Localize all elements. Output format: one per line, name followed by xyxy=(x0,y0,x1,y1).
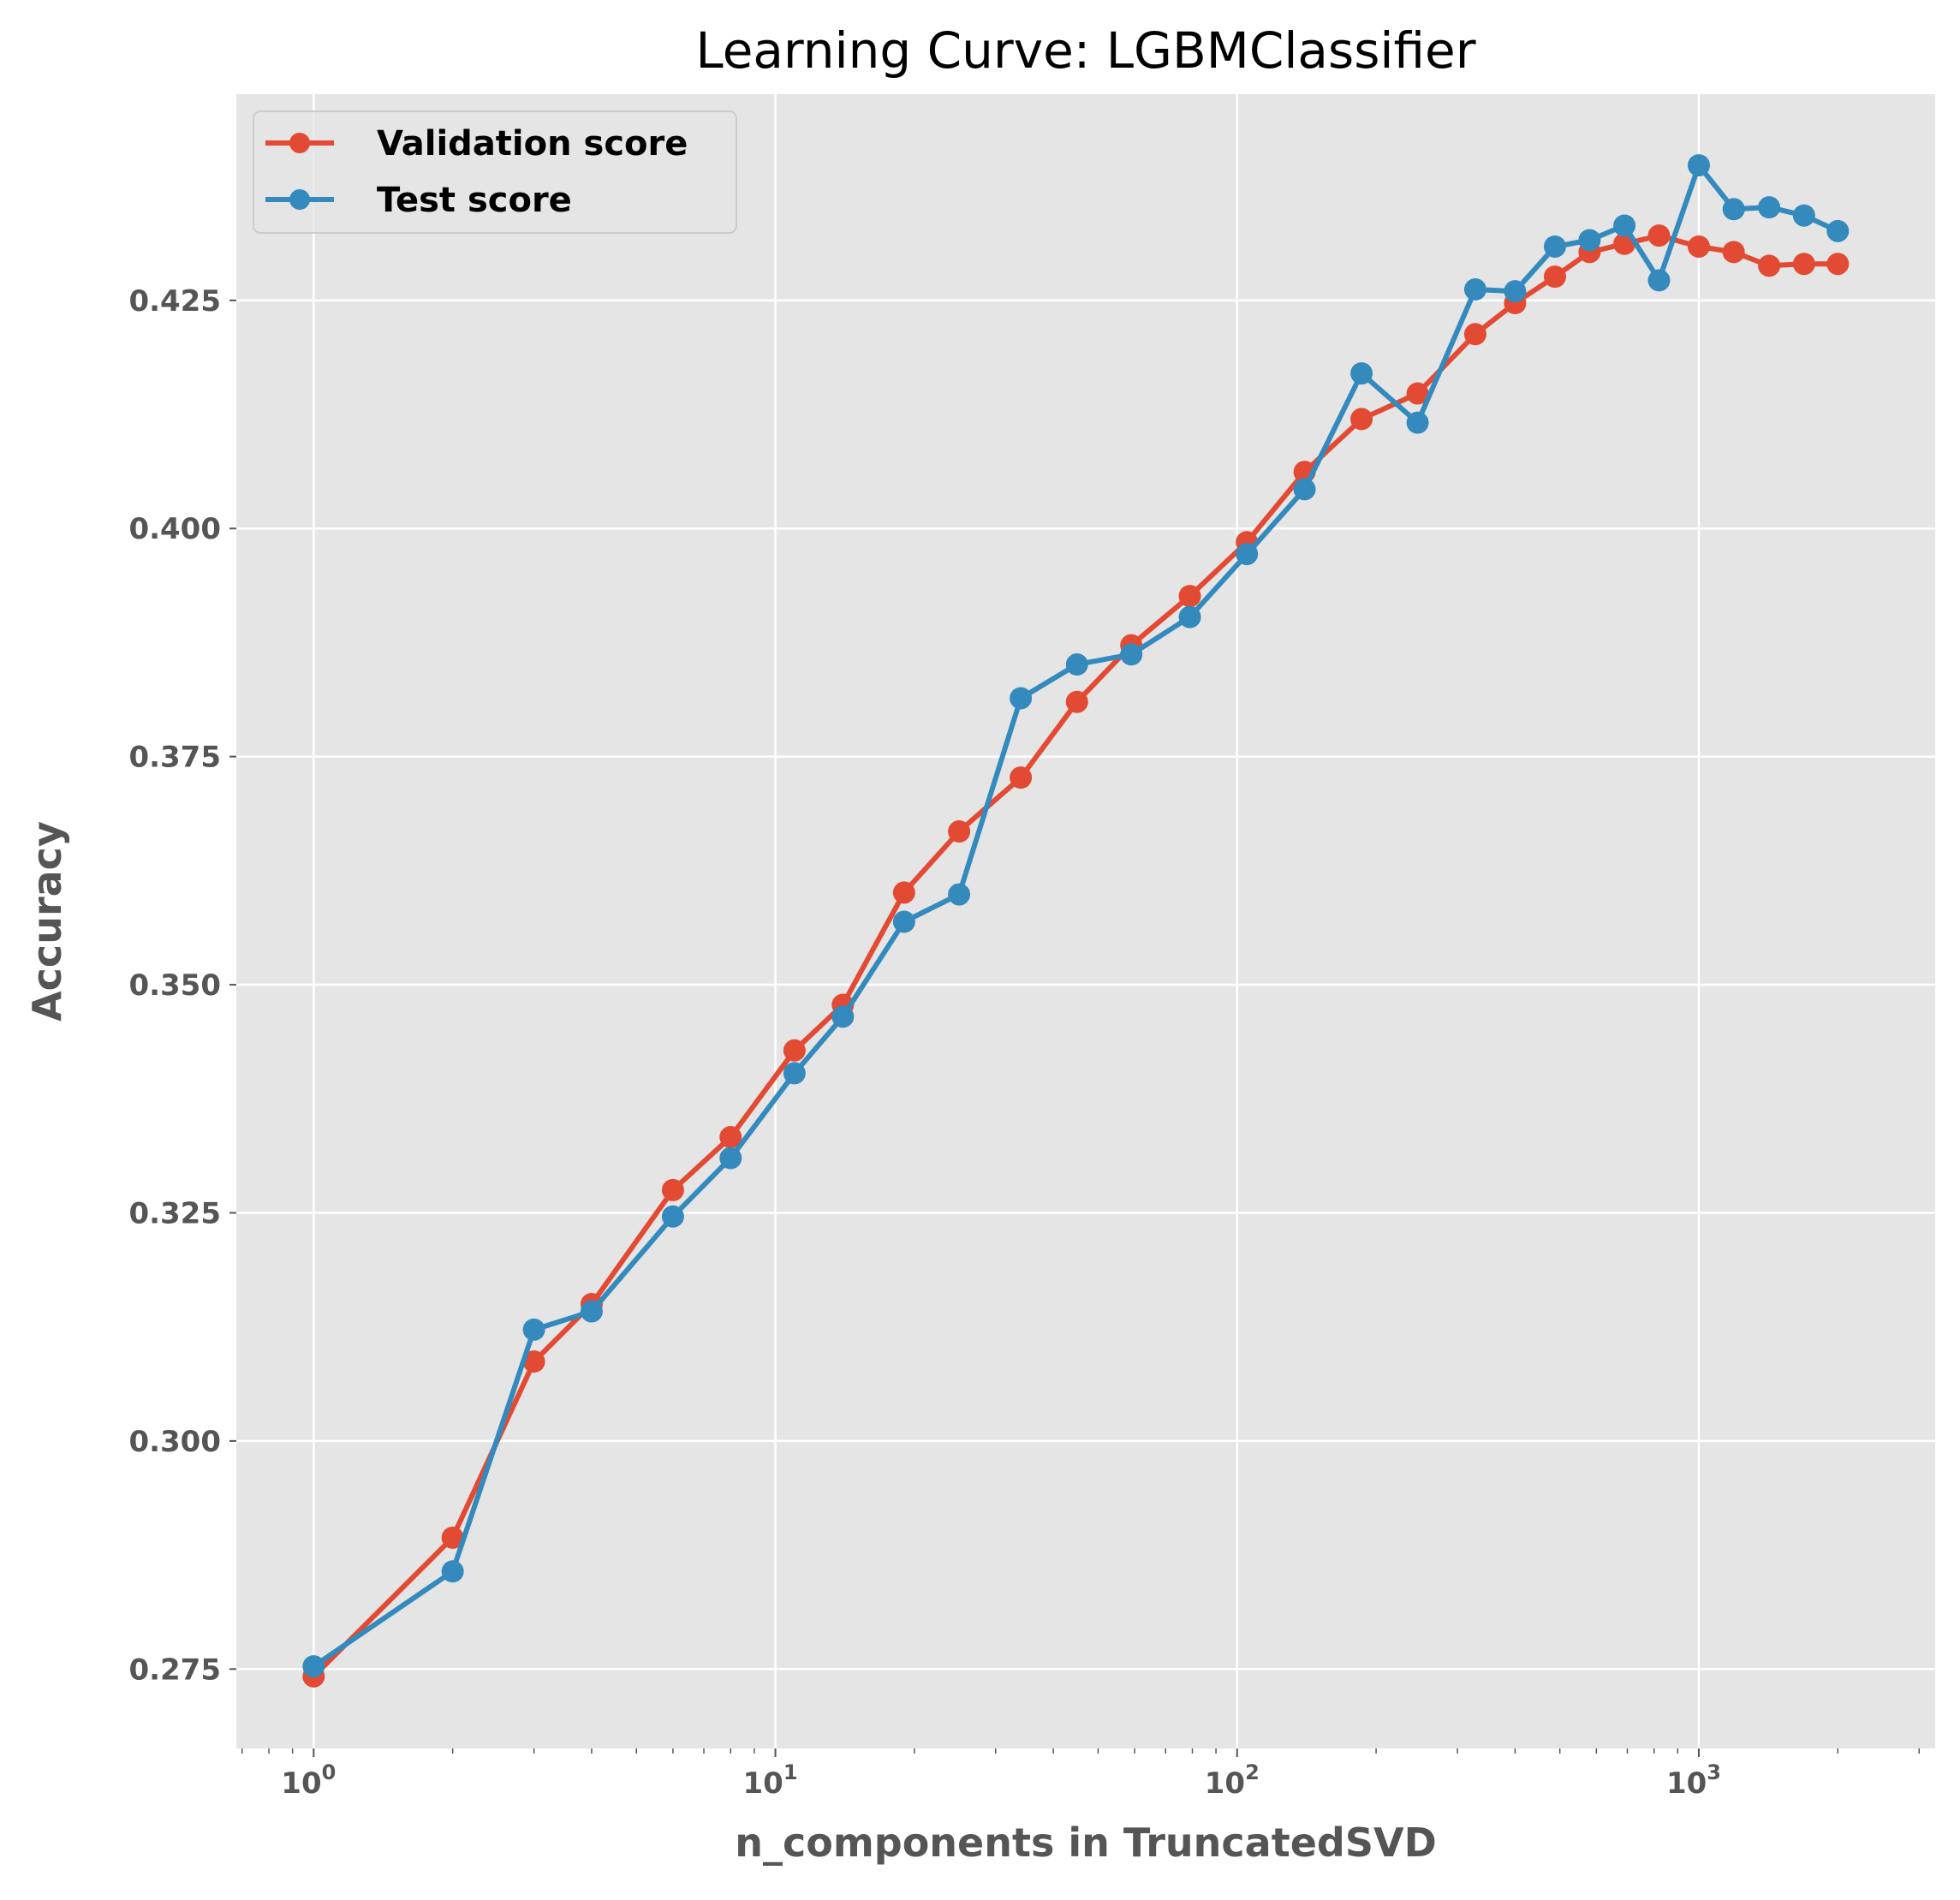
plot-area xyxy=(236,94,1935,1748)
data-point xyxy=(948,820,971,843)
data-point xyxy=(1543,235,1566,258)
data-point xyxy=(522,1350,545,1373)
data-point xyxy=(1406,382,1429,405)
data-point xyxy=(1543,265,1566,289)
legend-entry-test: Test score xyxy=(265,181,572,220)
data-point xyxy=(1647,269,1671,292)
data-point xyxy=(892,910,915,933)
data-point xyxy=(661,1178,684,1201)
data-point xyxy=(1792,204,1815,227)
data-point xyxy=(1647,224,1671,247)
data-point xyxy=(1687,235,1710,258)
data-point xyxy=(1687,154,1710,177)
series-test xyxy=(302,154,1850,1678)
data-point xyxy=(1758,254,1781,277)
data-point xyxy=(661,1205,684,1228)
x-minor-ticks xyxy=(241,1748,1921,1754)
y-tick-label: 0.350 xyxy=(128,968,221,1003)
data-point xyxy=(783,1062,806,1085)
data-point xyxy=(1463,323,1486,346)
data-point xyxy=(719,1126,742,1149)
legend-label-validation: Validation score xyxy=(377,124,688,164)
legend-label-test: Test score xyxy=(377,181,572,220)
chart-title: Learning Curve: LGBMClassifier xyxy=(695,21,1475,80)
data-point xyxy=(1178,585,1201,608)
y-tick-label: 0.300 xyxy=(128,1425,221,1459)
data-point xyxy=(1613,214,1636,237)
data-point xyxy=(1406,411,1429,434)
x-tick-label: 100 xyxy=(281,1760,336,1801)
data-point xyxy=(892,881,915,904)
data-point xyxy=(1463,278,1486,301)
y-axis-label: Accuracy xyxy=(24,821,70,1021)
legend: Validation score Test score xyxy=(253,110,737,234)
legend-marker-test xyxy=(289,189,310,210)
tick-labels: 0.275 0.300 0.325 0.350 0.375 0.400 0.425 100 10… xyxy=(128,284,1721,1801)
data-point xyxy=(1236,543,1259,566)
data-point xyxy=(1178,605,1201,628)
data-point xyxy=(1120,643,1143,666)
data-point xyxy=(441,1526,464,1549)
data-point xyxy=(948,883,971,906)
legend-marker-validation xyxy=(289,133,310,153)
data-point xyxy=(1504,280,1527,303)
grid xyxy=(229,94,1935,1757)
data-point xyxy=(522,1318,545,1341)
y-tick-label: 0.400 xyxy=(128,512,221,546)
data-point xyxy=(1350,362,1373,385)
y-tick-label: 0.375 xyxy=(128,741,221,775)
data-point xyxy=(1010,766,1033,789)
x-axis-label: n_components in TruncatedSVD xyxy=(735,1820,1437,1866)
data-point xyxy=(441,1560,464,1583)
data-point xyxy=(1350,408,1373,431)
data-point xyxy=(1826,219,1850,242)
y-tick-label: 0.325 xyxy=(128,1196,221,1230)
data-point xyxy=(580,1300,603,1323)
data-point xyxy=(1792,253,1815,276)
data-point xyxy=(1826,253,1850,276)
data-point xyxy=(783,1039,806,1062)
data-point xyxy=(831,1005,855,1028)
y-tick-label: 0.275 xyxy=(128,1653,221,1687)
x-tick-label: 102 xyxy=(1205,1760,1260,1801)
legend-box xyxy=(253,110,737,234)
data-point xyxy=(302,1655,325,1678)
legend-entry-validation: Validation score xyxy=(265,124,688,164)
data-point xyxy=(1065,690,1088,713)
data-point xyxy=(1722,241,1745,264)
x-tick-label: 101 xyxy=(743,1760,798,1801)
data-point xyxy=(1293,478,1316,501)
data-point xyxy=(1010,687,1033,710)
data-point xyxy=(719,1147,742,1170)
y-tick-label: 0.425 xyxy=(128,284,221,319)
data-point xyxy=(1722,198,1745,221)
x-tick-label: 103 xyxy=(1666,1760,1721,1801)
series xyxy=(302,154,1850,1688)
data-point xyxy=(1578,229,1601,252)
data-point xyxy=(1065,653,1088,676)
data-point xyxy=(1758,196,1781,219)
